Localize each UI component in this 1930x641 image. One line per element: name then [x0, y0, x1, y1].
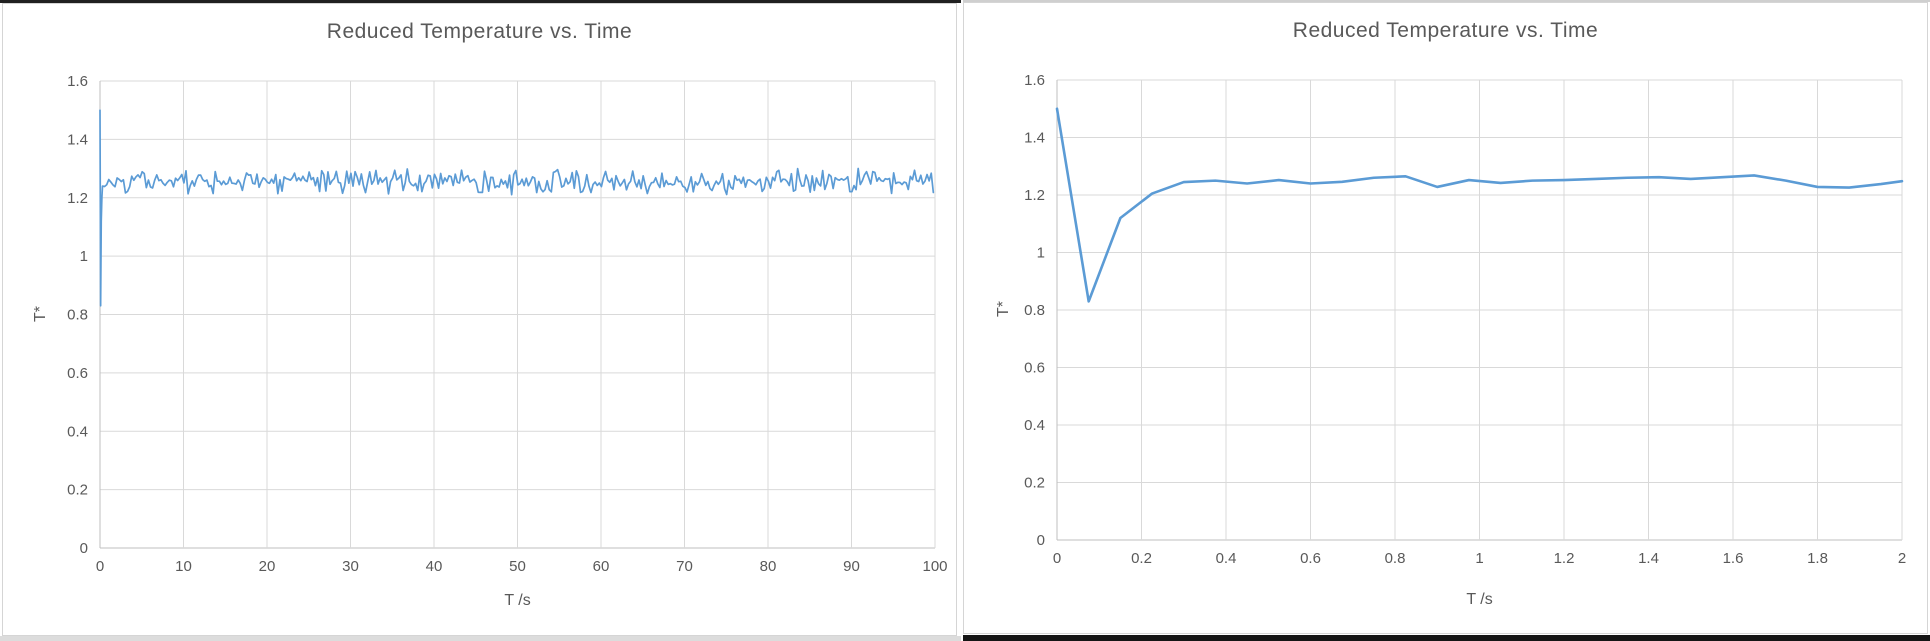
y-tick-label: 0.4: [67, 423, 88, 440]
x-tick-label: 90: [843, 558, 860, 575]
gridlines: [1056, 79, 1903, 541]
x-axis-title: T /s: [504, 592, 531, 609]
x-tick-label: 60: [593, 558, 610, 575]
tick-labels: 0 0.2 0.4 0.6 0.8 1 1.2 1.4 1.6 0 10 20 30 40 50 60 70 80…: [67, 73, 947, 575]
x-tick-label: 1.6: [1723, 550, 1744, 567]
x-tick-label: 0.4: [1216, 550, 1237, 567]
y-tick-label: 1: [80, 248, 88, 265]
right-window-top-edge: [963, 0, 1930, 2]
chart-title: Reduced Temperature vs. Time: [326, 20, 633, 43]
x-tick-label: 50: [509, 558, 526, 575]
chart-panel-right[interactable]: Reduced Temperature vs. Time T* T /s 0 0.…: [963, 2, 1928, 634]
right-window-bottom-edge: [963, 635, 1930, 641]
left-chart-plot[interactable]: 0 0.2 0.4 0.6 0.8 1 1.2 1.4 1.6 0 10 20 30 40 50 60 70 80…: [3, 4, 956, 635]
y-tick-label: 0.4: [1024, 417, 1045, 434]
y-tick-label: 1.6: [1024, 72, 1045, 89]
x-tick-label: 40: [426, 558, 443, 575]
y-tick-label: 0: [80, 540, 88, 557]
y-tick-label: 1.6: [67, 73, 88, 90]
x-tick-label: 0.2: [1131, 550, 1152, 567]
x-tick-label: 1.4: [1638, 550, 1659, 567]
y-tick-label: 0.2: [1024, 475, 1045, 492]
x-tick-label: 1: [1475, 550, 1483, 567]
y-tick-label: 0.6: [1024, 360, 1045, 377]
y-tick-label: 1.2: [67, 190, 88, 207]
x-tick-label: 30: [342, 558, 359, 575]
y-tick-label: 0: [1037, 532, 1045, 549]
tick-labels: 0 0.2 0.4 0.6 0.8 1 1.2 1.4 1.6 0 0.2 0.4 0.6 0.8 1 1.2…: [1024, 72, 1906, 567]
y-tick-label: 0.8: [1024, 302, 1045, 319]
left-window-bottom-edge: [0, 636, 961, 641]
x-tick-label: 2: [1898, 550, 1906, 567]
x-tick-label: 1.2: [1554, 550, 1575, 567]
chart-panel-left[interactable]: Reduced Temperature vs. Time T* T /s 0 0.…: [2, 3, 957, 636]
x-tick-label: 0.6: [1300, 550, 1321, 567]
y-tick-label: 1: [1037, 245, 1045, 262]
chart-title: Reduced Temperature vs. Time: [1292, 19, 1599, 42]
x-tick-label: 10: [175, 558, 192, 575]
x-axis-title: T /s: [1466, 591, 1493, 608]
x-tick-label: 100: [922, 558, 947, 575]
y-tick-label: 1.4: [67, 131, 88, 148]
y-tick-label: 0.6: [67, 365, 88, 382]
x-tick-label: 0: [96, 558, 104, 575]
y-tick-label: 0.8: [67, 307, 88, 324]
series-line[interactable]: [99, 109, 935, 307]
left-window-top-edge: [0, 0, 961, 3]
x-tick-label: 80: [760, 558, 777, 575]
series-line[interactable]: [1055, 107, 1904, 303]
y-tick-label: 0.2: [67, 482, 88, 499]
x-tick-label: 70: [676, 558, 693, 575]
x-tick-label: 0: [1053, 550, 1061, 567]
x-tick-label: 1.8: [1807, 550, 1828, 567]
gridlines: [99, 80, 936, 549]
y-tick-label: 1.4: [1024, 130, 1045, 147]
right-chart-plot[interactable]: 0 0.2 0.4 0.6 0.8 1 1.2 1.4 1.6 0 0.2 0.4 0.6 0.8 1 1.2…: [964, 3, 1927, 633]
x-tick-label: 20: [259, 558, 276, 575]
x-tick-label: 0.8: [1385, 550, 1406, 567]
y-tick-label: 1.2: [1024, 187, 1045, 204]
